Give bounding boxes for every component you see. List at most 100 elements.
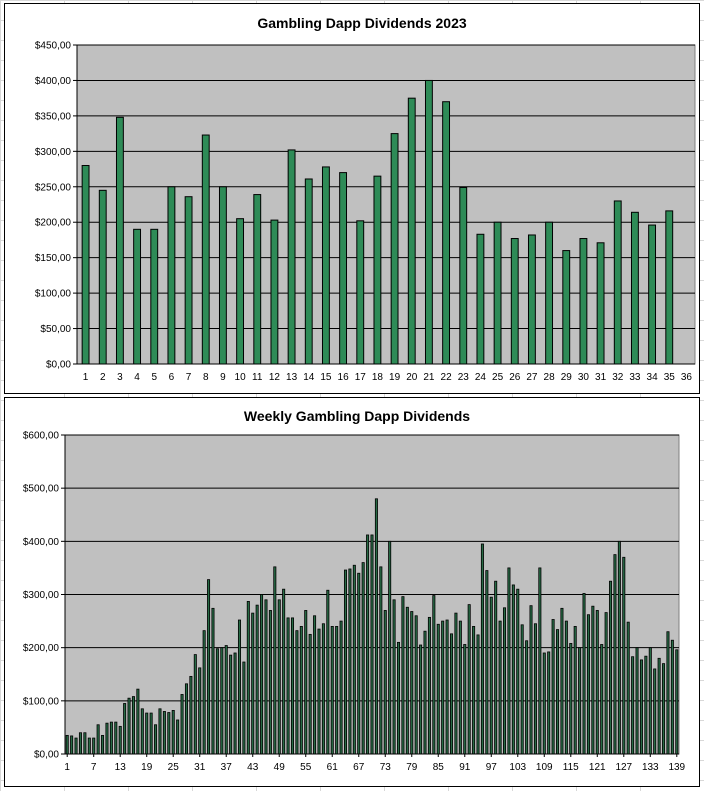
bar[interactable]: [264, 599, 268, 755]
bar[interactable]: [339, 620, 343, 755]
bar[interactable]: [304, 178, 313, 365]
bar[interactable]: [176, 719, 180, 755]
bar[interactable]: [253, 194, 262, 365]
bar[interactable]: [83, 732, 87, 755]
bar[interactable]: [653, 668, 657, 755]
bar[interactable]: [410, 611, 414, 755]
bar[interactable]: [286, 617, 290, 755]
bar[interactable]: [348, 568, 352, 755]
bar[interactable]: [551, 619, 555, 755]
bar[interactable]: [427, 616, 431, 755]
bar[interactable]: [662, 663, 666, 755]
bar[interactable]: [78, 732, 82, 755]
bar[interactable]: [92, 737, 96, 755]
bar[interactable]: [423, 630, 427, 755]
bar[interactable]: [476, 634, 480, 755]
bar[interactable]: [472, 625, 476, 755]
bar[interactable]: [542, 652, 546, 755]
bar[interactable]: [220, 647, 224, 755]
bar[interactable]: [357, 572, 361, 755]
bar[interactable]: [424, 79, 433, 365]
bar[interactable]: [65, 734, 69, 755]
bar[interactable]: [578, 647, 582, 755]
bar[interactable]: [361, 562, 365, 755]
bar[interactable]: [442, 101, 451, 365]
bar[interactable]: [81, 165, 90, 365]
bar[interactable]: [201, 134, 210, 365]
bar[interactable]: [184, 683, 188, 755]
bar[interactable]: [527, 234, 536, 365]
bar[interactable]: [273, 566, 277, 755]
bar[interactable]: [321, 623, 325, 755]
bar[interactable]: [476, 233, 485, 365]
bar[interactable]: [609, 580, 613, 755]
bar[interactable]: [114, 721, 118, 755]
bar[interactable]: [343, 569, 348, 755]
bar[interactable]: [287, 149, 296, 365]
bar[interactable]: [277, 599, 281, 755]
bar[interactable]: [171, 710, 175, 755]
bar[interactable]: [392, 599, 396, 755]
bar[interactable]: [335, 625, 339, 755]
bar[interactable]: [366, 534, 370, 755]
bar[interactable]: [207, 579, 211, 755]
bar[interactable]: [167, 712, 171, 755]
bar[interactable]: [158, 708, 162, 755]
bar[interactable]: [109, 721, 113, 755]
bar[interactable]: [184, 196, 193, 365]
bar[interactable]: [480, 543, 484, 755]
bar[interactable]: [458, 620, 462, 755]
bar[interactable]: [123, 703, 127, 755]
bar[interactable]: [140, 708, 144, 755]
bar[interactable]: [445, 619, 449, 755]
bar[interactable]: [339, 172, 348, 365]
bar[interactable]: [211, 607, 215, 755]
bar[interactable]: [507, 567, 511, 755]
bar[interactable]: [494, 580, 498, 755]
bar[interactable]: [251, 612, 255, 755]
bar[interactable]: [87, 737, 91, 755]
bar[interactable]: [282, 588, 286, 755]
bar[interactable]: [545, 221, 554, 365]
bar[interactable]: [498, 620, 502, 755]
bar[interactable]: [388, 540, 392, 755]
bar[interactable]: [74, 737, 78, 755]
bar[interactable]: [202, 630, 206, 755]
bar[interactable]: [635, 647, 639, 755]
bar[interactable]: [510, 238, 519, 365]
bar[interactable]: [630, 211, 639, 365]
bar[interactable]: [648, 647, 652, 755]
bar[interactable]: [383, 610, 387, 755]
bar[interactable]: [167, 186, 176, 365]
bar[interactable]: [373, 175, 382, 365]
bar[interactable]: [613, 554, 617, 755]
bar[interactable]: [503, 607, 507, 755]
bar[interactable]: [419, 644, 423, 755]
bar[interactable]: [493, 221, 502, 365]
bar[interactable]: [270, 219, 279, 365]
bar[interactable]: [407, 97, 416, 365]
bar[interactable]: [326, 589, 330, 755]
bar[interactable]: [150, 228, 159, 365]
bar[interactable]: [236, 218, 245, 365]
bar[interactable]: [313, 615, 317, 755]
bar[interactable]: [436, 623, 440, 755]
bar[interactable]: [162, 711, 166, 755]
bar[interactable]: [648, 224, 657, 365]
bar[interactable]: [118, 725, 122, 755]
bar[interactable]: [149, 712, 153, 755]
bar[interactable]: [193, 654, 197, 755]
bar[interactable]: [405, 606, 409, 755]
bar[interactable]: [639, 659, 643, 755]
bar[interactable]: [547, 651, 551, 755]
bar[interactable]: [538, 567, 542, 755]
bar[interactable]: [390, 133, 399, 365]
bar[interactable]: [414, 615, 418, 755]
bar[interactable]: [215, 648, 219, 755]
bar[interactable]: [520, 624, 524, 755]
bar[interactable]: [237, 619, 241, 755]
bar[interactable]: [613, 200, 622, 365]
bar[interactable]: [290, 617, 294, 755]
bar[interactable]: [564, 620, 568, 755]
bar[interactable]: [595, 610, 599, 755]
